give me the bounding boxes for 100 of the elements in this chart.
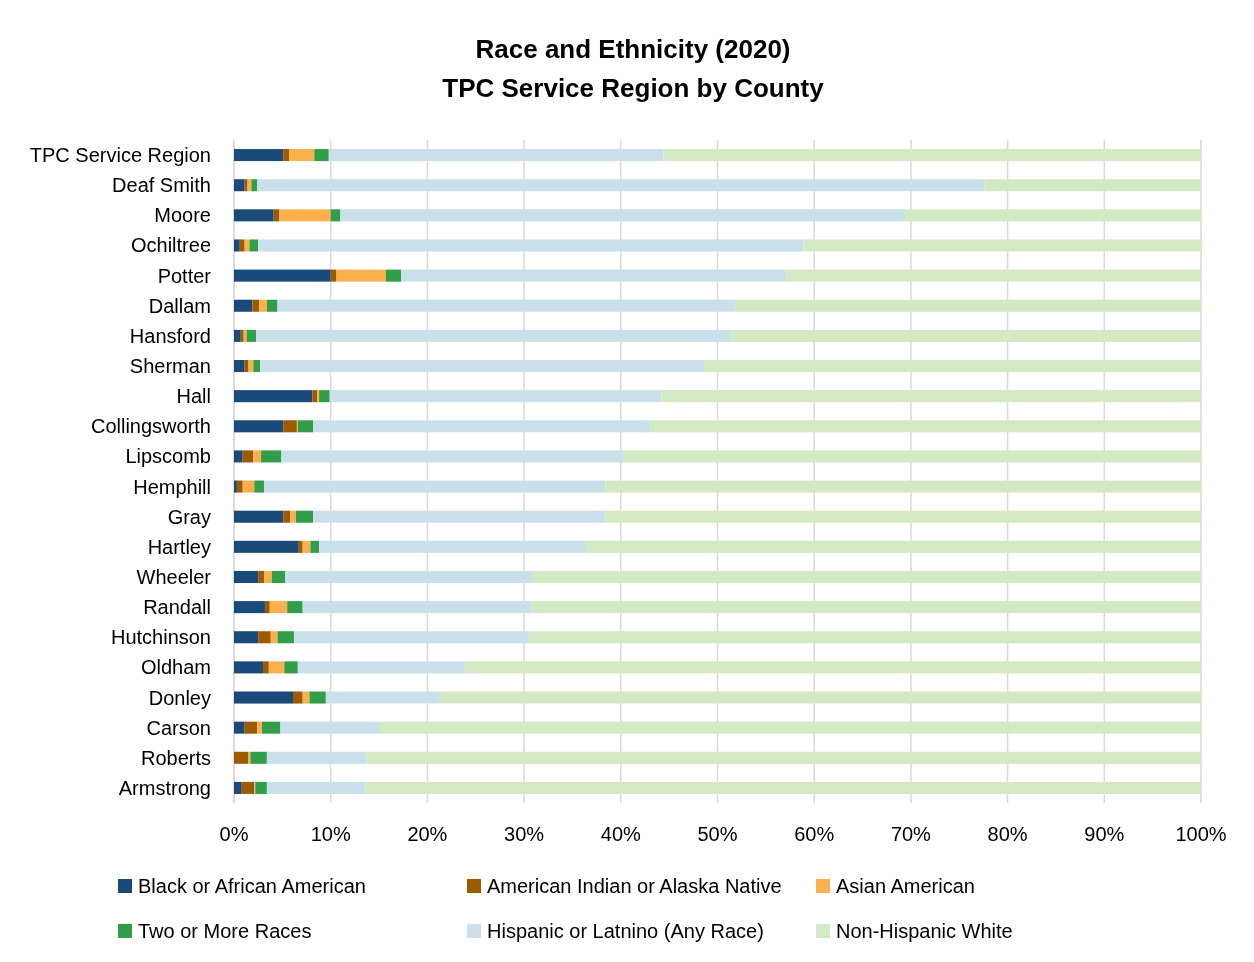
bar xyxy=(786,269,1201,282)
bar xyxy=(329,390,662,403)
bar xyxy=(234,179,245,192)
bar xyxy=(803,239,1202,252)
bar xyxy=(532,570,1201,583)
bar xyxy=(310,540,320,553)
bar xyxy=(234,540,299,553)
x-tick-label: 50% xyxy=(697,823,738,845)
bar xyxy=(234,299,253,312)
bar xyxy=(234,631,259,644)
bar xyxy=(254,480,264,493)
bar xyxy=(365,781,1201,794)
y-tick-label: TPC Service Region xyxy=(29,144,211,167)
bar xyxy=(260,360,704,373)
bar xyxy=(283,420,297,433)
bar xyxy=(241,781,255,794)
bar xyxy=(984,179,1201,192)
bar xyxy=(244,360,249,373)
y-tick-label: Roberts xyxy=(140,746,211,769)
bar xyxy=(649,420,1201,433)
y-tick-label: Donley xyxy=(148,686,211,709)
y-tick-label: Potter xyxy=(157,264,212,287)
y-tick-label: Armstrong xyxy=(118,776,211,799)
bar xyxy=(266,299,278,312)
x-tick-label: 10% xyxy=(310,823,351,845)
bar xyxy=(336,269,386,282)
bar xyxy=(234,360,245,373)
bar xyxy=(234,239,240,252)
bar xyxy=(253,450,262,463)
bar xyxy=(661,390,1201,403)
bar xyxy=(234,450,243,463)
bar xyxy=(234,661,264,674)
x-tick-label: 80% xyxy=(987,823,1028,845)
bar xyxy=(465,661,1201,674)
bar xyxy=(270,631,278,644)
bar xyxy=(623,450,1201,463)
bar xyxy=(250,751,267,764)
bar xyxy=(284,661,298,674)
y-tick-label: Hansford xyxy=(129,324,211,347)
chart-title: Race and Ethnicity (2020) TPC Service Region by County xyxy=(442,34,825,103)
bar xyxy=(302,691,310,704)
bar xyxy=(295,510,314,523)
y-tick-label: Hartley xyxy=(147,535,211,558)
legend-label: American Indian or Alaska Native xyxy=(487,875,782,897)
bar xyxy=(263,661,269,674)
y-tick-label: Collingsworth xyxy=(90,415,211,438)
bar xyxy=(234,390,313,403)
bar xyxy=(242,480,255,493)
x-tick-label: 30% xyxy=(504,823,545,845)
bar xyxy=(439,691,1201,704)
bar xyxy=(234,480,237,493)
bar xyxy=(266,781,366,794)
legend-label: Asian American xyxy=(836,875,975,897)
bar xyxy=(293,631,529,644)
bar xyxy=(605,510,1201,523)
bar xyxy=(285,570,533,583)
bar xyxy=(242,450,254,463)
bar xyxy=(340,209,906,222)
bar xyxy=(249,239,259,252)
bar xyxy=(277,299,735,312)
bar xyxy=(234,751,249,764)
bar xyxy=(255,781,267,794)
bar xyxy=(531,601,1201,614)
bar xyxy=(268,661,285,674)
bar xyxy=(292,691,303,704)
bar xyxy=(366,751,1201,764)
x-tick-label: 20% xyxy=(407,823,448,845)
bar xyxy=(905,209,1201,222)
bar xyxy=(287,601,303,614)
bar xyxy=(289,149,315,162)
y-tick-label: Randall xyxy=(143,596,211,619)
bar xyxy=(234,149,284,162)
bar xyxy=(325,691,439,704)
bar xyxy=(253,360,261,373)
legend-label: Non-Hispanic White xyxy=(836,920,1013,942)
y-tick-label: Hutchinson xyxy=(110,626,211,649)
bar xyxy=(663,149,1201,162)
bar xyxy=(258,239,804,252)
bar xyxy=(234,269,331,282)
bar xyxy=(703,360,1201,373)
y-tick-label: Dallam xyxy=(148,294,211,317)
bar xyxy=(313,510,606,523)
bar xyxy=(266,751,367,764)
bar xyxy=(283,510,291,523)
x-tick-label: 60% xyxy=(794,823,835,845)
y-tick-label: Oldham xyxy=(140,656,211,679)
bar xyxy=(256,329,731,342)
bar xyxy=(302,601,532,614)
bar xyxy=(258,570,264,583)
bar xyxy=(264,601,270,614)
bar xyxy=(734,299,1201,312)
bar xyxy=(297,420,314,433)
y-tick-label: Lipscomb xyxy=(125,445,211,468)
y-tick-label: Sherman xyxy=(129,355,211,378)
bar xyxy=(269,601,288,614)
bar xyxy=(319,390,330,403)
bar xyxy=(279,209,331,222)
bar xyxy=(319,540,586,553)
bar xyxy=(328,149,664,162)
bar xyxy=(281,450,624,463)
